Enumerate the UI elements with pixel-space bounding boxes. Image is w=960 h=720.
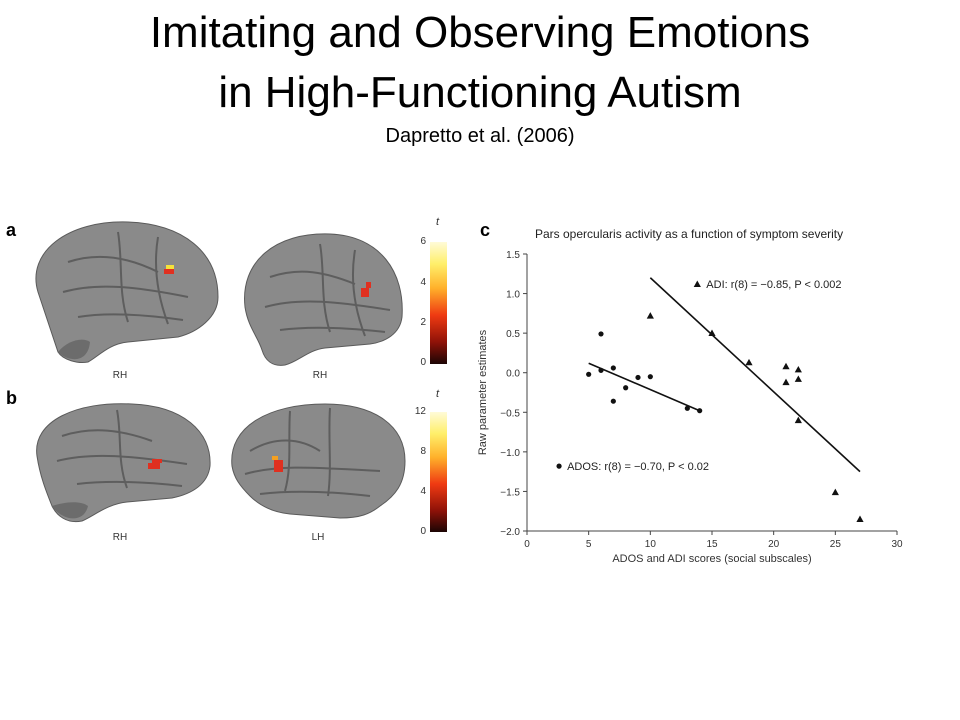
panel-a-letter: a [6,220,17,240]
adi-point [856,515,864,523]
ados-point [623,385,629,391]
colorbar-b-tick-12: 12 [414,406,426,417]
y-tick-label: 0.5 [506,329,520,340]
colorbar-b-label: t [436,388,440,400]
adi-point [745,358,753,366]
colorbar-a-tick-2: 2 [420,317,426,328]
ados-legend-marker [556,463,562,469]
chart-title: Pars opercularis activity as a function … [535,227,843,241]
brain-label-b-right: LH [311,532,325,543]
x-tick-label: 15 [706,539,718,550]
colorbar-b-tick-4: 4 [420,486,426,497]
y-axis-label: Raw parameter estimates [477,329,489,455]
y-tick-label: 1.5 [506,250,520,261]
adi-annotation: ADI: r(8) = −0.85, P < 0.002 [706,279,841,291]
colorbar-a-tick-4: 4 [420,277,426,288]
ados-point [684,405,690,411]
scatter-chart: Pars opercularis activity as a function … [477,227,903,565]
brain-image-a-left [35,221,219,363]
x-tick-label: 5 [586,539,592,550]
adi-fit-line [649,277,861,473]
panel-b-letter: b [6,388,17,408]
ados-point [697,408,703,414]
adi-point [794,365,802,373]
adi-point [831,488,839,496]
slide-title-line-1: Imitating and Observing Emotions [149,8,811,57]
y-tick-label: −0.5 [500,408,520,419]
ados-point [610,365,616,371]
x-tick-label: 30 [891,539,903,550]
x-axis-label: ADOS and ADI scores (social subscales) [612,553,811,565]
adi-point [794,375,802,382]
adi-point [782,362,790,370]
brain-image-b-right [231,403,406,519]
colorbar-b [430,412,447,532]
ados-annotation: ADOS: r(8) = −0.70, P < 0.02 [567,461,709,473]
brain-image-a-right [244,233,403,366]
colorbar-b-tick-0: 0 [420,526,426,537]
ados-point [598,331,604,337]
y-tick-label: 1.0 [506,290,520,301]
ados-point [610,398,616,404]
x-tick-label: 20 [768,539,780,550]
y-tick-label: −1.5 [500,487,520,498]
y-tick-label: −2.0 [500,527,520,538]
y-tick-label: 0.0 [506,369,520,380]
figure-panel: a RH RH t 6 4 2 0 b RH LH t 12 8 4 0 [0,200,960,570]
colorbar-a-tick-6: 6 [420,236,426,247]
adi-point [708,329,716,337]
y-tick-label: −1.0 [500,448,520,459]
brain-label-a-right: RH [312,370,328,381]
colorbar-b-tick-8: 8 [420,446,426,457]
colorbar-a-label: t [436,216,440,228]
ados-point [586,371,592,377]
brain-image-b-left [36,403,211,523]
adi-point [646,312,654,319]
ados-point [647,374,653,380]
slide-title-line-2: in High-Functioning Autism [218,68,742,117]
x-tick-label: 25 [830,539,842,550]
panel-c-letter: c [480,220,491,240]
x-tick-label: 10 [645,539,657,550]
brain-label-a-left: RH [112,370,128,381]
colorbar-a [430,242,447,364]
slide-subtitle: Dapretto et al. (2006) [385,125,575,147]
adi-point [782,378,790,386]
colorbar-a-tick-0: 0 [420,357,426,368]
adi-point [794,416,802,424]
x-tick-label: 0 [524,539,530,550]
ados-point [598,367,604,373]
ados-fit-line [588,362,700,412]
brain-label-b-left: RH [112,532,128,543]
ados-point [635,374,641,381]
adi-legend-marker [693,280,701,287]
